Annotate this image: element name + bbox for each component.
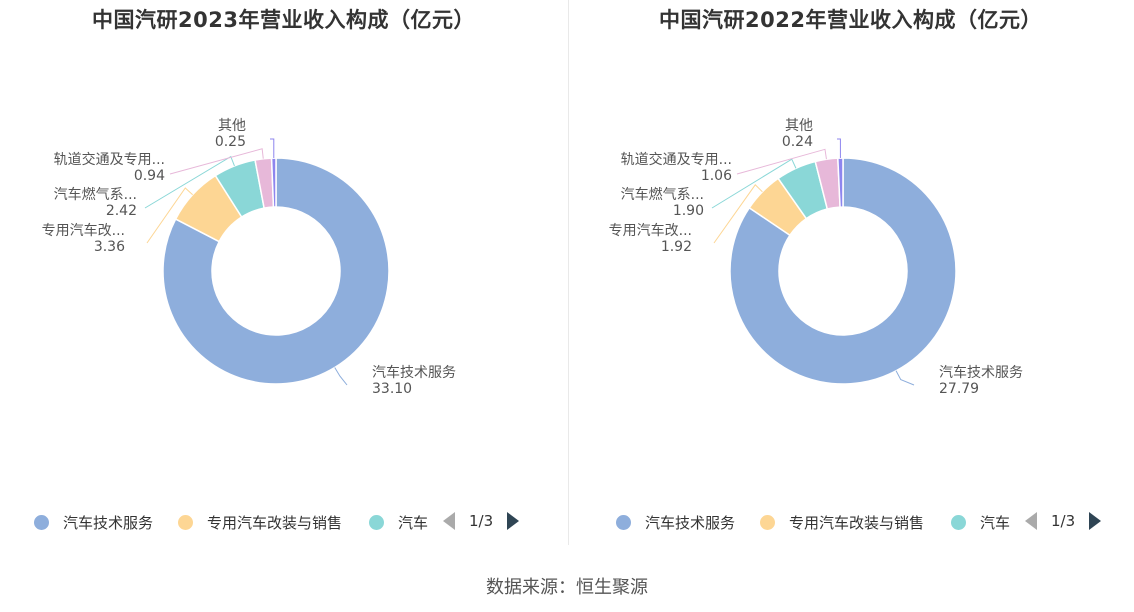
slice-value: 0.24	[782, 134, 813, 150]
legend-item-auto-tech-service[interactable]: 汽车技术服务	[34, 512, 153, 533]
legend-pager: 1/3	[1025, 512, 1102, 530]
legend-label: 汽车技术服务	[645, 514, 736, 532]
slice-label: 轨道交通及专用...	[621, 151, 732, 168]
slice-value: 0.94	[134, 168, 165, 184]
slice-label: 汽车技术服务	[372, 364, 456, 381]
legend-label: 汽车	[398, 514, 429, 532]
leader-line	[144, 155, 235, 209]
legend-item-special-vehicle[interactable]: 专用汽车改装与销售	[178, 512, 342, 533]
leader-line	[169, 148, 264, 175]
chart-title: 中国汽研2022年营业收入构成（亿元）	[659, 8, 1042, 32]
legend: 汽车技术服务 专用汽车改装与销售 汽车 1/3	[567, 512, 1134, 538]
pager-text: 1/3	[1051, 512, 1076, 530]
next-page-icon[interactable]	[507, 512, 520, 530]
leader-line	[713, 184, 763, 244]
donut-slice[interactable]	[270, 157, 277, 208]
slice-label: 专用汽车改...	[609, 222, 692, 239]
leader-line	[334, 367, 348, 386]
legend-swatch	[951, 515, 966, 530]
leader-line	[711, 158, 797, 209]
legend-item-auto[interactable]: 汽车	[369, 512, 428, 533]
slice-label: 汽车燃气系...	[54, 186, 137, 203]
slice-value: 1.92	[661, 239, 692, 255]
slice-value: 33.10	[372, 381, 412, 397]
pager-text: 1/3	[469, 512, 494, 530]
legend-pager: 1/3	[443, 512, 520, 530]
legend-swatch	[616, 515, 631, 530]
legend-swatch	[178, 515, 193, 530]
slice-value: 1.06	[701, 168, 732, 184]
leader-line	[146, 187, 193, 244]
legend-item-special-vehicle[interactable]: 专用汽车改装与销售	[760, 512, 924, 533]
legend-label: 专用汽车改装与销售	[207, 514, 343, 532]
legend-item-auto[interactable]: 汽车	[951, 512, 1010, 533]
slice-label: 其他	[785, 118, 813, 134]
prev-page-icon[interactable]	[443, 512, 455, 530]
legend: 汽车技术服务 专用汽车改装与销售 汽车 1/3	[0, 512, 567, 538]
slice-value: 1.90	[673, 203, 704, 219]
donut-slice[interactable]	[837, 157, 844, 208]
slice-label: 汽车燃气系...	[621, 186, 704, 203]
legend-swatch	[369, 515, 384, 530]
slice-value: 2.42	[106, 203, 137, 219]
donut-slice[interactable]	[729, 157, 957, 385]
slice-label: 汽车技术服务	[939, 364, 1023, 381]
chart-panel-2023: 中国汽研2023年营业收入构成（亿元） 汽车技术服务 33.10 专用汽车改... 3…	[0, 0, 567, 545]
legend-swatch	[34, 515, 49, 530]
prev-page-icon[interactable]	[1025, 512, 1037, 530]
leader-line	[270, 138, 275, 159]
legend-label: 汽车	[980, 514, 1011, 532]
slice-label: 轨道交通及专用...	[54, 151, 165, 168]
slice-label: 专用汽车改...	[42, 222, 125, 239]
chart-panel-2022: 中国汽研2022年营业收入构成（亿元） 汽车技术服务 27.79 专用汽车改... 1…	[567, 0, 1134, 545]
slice-value: 0.25	[215, 134, 246, 150]
legend-label: 专用汽车改装与销售	[789, 514, 925, 532]
leader-line	[837, 138, 841, 159]
slice-value: 27.79	[939, 381, 979, 397]
next-page-icon[interactable]	[1089, 512, 1102, 530]
legend-label: 汽车技术服务	[63, 514, 154, 532]
chart-title: 中国汽研2023年营业收入构成（亿元）	[92, 8, 475, 32]
leader-line	[895, 370, 915, 386]
legend-item-auto-tech-service[interactable]: 汽车技术服务	[616, 512, 735, 533]
panel-divider	[568, 0, 569, 545]
leader-line	[736, 148, 827, 175]
data-source: 数据来源：恒生聚源	[486, 577, 648, 598]
slice-label: 其他	[218, 118, 246, 134]
slice-value: 3.36	[94, 239, 125, 255]
donut-slice[interactable]	[162, 157, 390, 385]
legend-swatch	[760, 515, 775, 530]
